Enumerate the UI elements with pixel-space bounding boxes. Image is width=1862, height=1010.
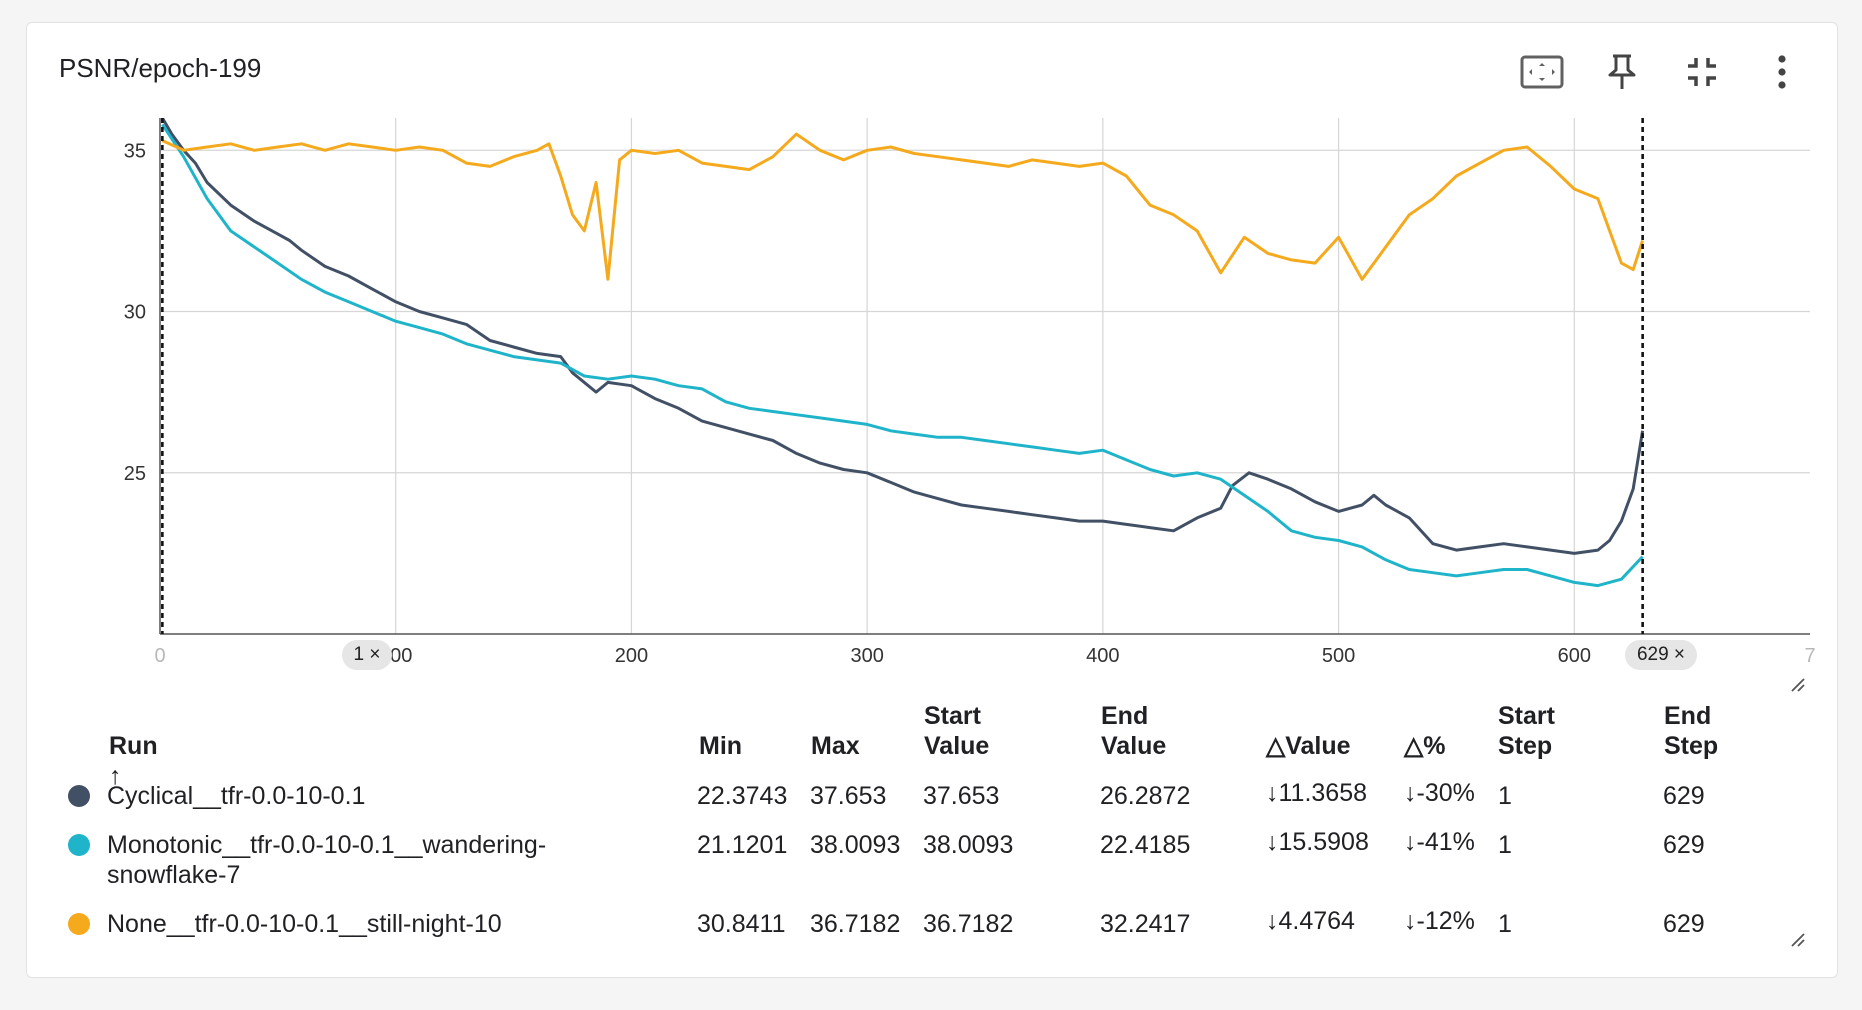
cell-max: 37.653 — [810, 782, 887, 810]
run-name: None__tfr-0.0-10-0.1__still-night-10 — [107, 910, 502, 938]
range-end-chip[interactable]: 629 × — [1625, 640, 1697, 670]
cell-delta-value: ↓15.5908 — [1266, 828, 1369, 856]
cell-end-value: 32.2417 — [1100, 910, 1191, 938]
cell-start-value: 36.7182 — [923, 910, 1014, 938]
header-max[interactable]: Max — [811, 732, 860, 760]
cell-start-step: 1 — [1498, 782, 1512, 810]
cell-delta-pct: ↓-12% — [1404, 907, 1475, 935]
header-min[interactable]: Min — [699, 732, 743, 760]
cell-delta-value: ↓4.4764 — [1266, 907, 1355, 935]
fit-to-data-button[interactable] — [1519, 49, 1565, 95]
series-line — [161, 118, 1645, 555]
more-vert-icon — [1778, 55, 1786, 89]
scalar-card: PSNR/epoch-199 — [26, 22, 1838, 978]
x-tick-label: 7 — [1804, 645, 1815, 667]
cell-start-step: 1 — [1498, 910, 1512, 938]
header-run[interactable]: Run ↑ — [109, 732, 158, 790]
cell-min: 30.8411 — [697, 910, 786, 938]
x-tick-label: 500 — [1322, 645, 1355, 667]
collapse-icon — [1688, 58, 1716, 86]
card-title: PSNR/epoch-199 — [59, 53, 262, 83]
run-color-dot[interactable] — [68, 913, 90, 935]
range-start-chip[interactable]: 1 × — [342, 640, 392, 670]
fit-to-data-icon — [1520, 55, 1564, 89]
cell-min: 21.1201 — [697, 831, 788, 859]
header-end-value-1[interactable]: End — [1101, 702, 1149, 730]
series-line — [161, 123, 1644, 588]
y-tick-label: 25 — [124, 463, 146, 485]
header-start-step-2[interactable]: Step — [1498, 732, 1553, 760]
cell-delta-pct: ↓-41% — [1404, 828, 1475, 856]
x-tick-label: 300 — [850, 645, 883, 667]
run-name: Cyclical__tfr-0.0-10-0.1 — [107, 782, 366, 810]
more-options-button[interactable] — [1759, 49, 1805, 95]
series-line — [161, 132, 1645, 281]
header-end-step-2[interactable]: Step — [1664, 732, 1719, 760]
pin-button[interactable] — [1599, 49, 1645, 95]
header-start-step-1[interactable]: Start — [1498, 702, 1555, 730]
cell-max: 36.7182 — [810, 910, 901, 938]
cell-max: 38.0093 — [810, 831, 901, 859]
header-end-step-1[interactable]: End — [1664, 702, 1712, 730]
run-name: Monotonic__tfr-0.0-10-0.1__wandering- — [107, 831, 547, 859]
cell-start-value: 37.653 — [923, 782, 1000, 810]
cell-end-value: 22.4185 — [1100, 831, 1191, 859]
run-color-dot[interactable] — [68, 785, 90, 807]
header-end-value-2[interactable]: Value — [1101, 732, 1167, 760]
x-tick-label: 0 — [154, 645, 165, 667]
card-toolbar — [1519, 49, 1805, 95]
cell-start-value: 38.0093 — [923, 831, 1014, 859]
x-tick-label: 400 — [1086, 645, 1119, 667]
cell-end-step: 629 — [1663, 782, 1705, 810]
y-tick-label: 30 — [124, 302, 146, 324]
cell-end-step: 629 — [1663, 910, 1705, 938]
cell-end-step: 629 — [1663, 831, 1705, 859]
collapse-button[interactable] — [1679, 49, 1725, 95]
cell-start-step: 1 — [1498, 831, 1512, 859]
chart-resize-handle-icon[interactable] — [1790, 677, 1806, 693]
cell-delta-value: ↓11.3658 — [1266, 779, 1368, 807]
cell-delta-pct: ↓-30% — [1404, 779, 1475, 807]
x-tick-label: 200 — [615, 645, 648, 667]
run-color-dot[interactable] — [68, 834, 90, 856]
header-delta-pct[interactable]: △% — [1404, 732, 1446, 760]
table-resize-handle-icon[interactable] — [1790, 932, 1806, 948]
header-start-value-1[interactable]: Start — [924, 702, 981, 730]
cell-end-value: 26.2872 — [1100, 782, 1191, 810]
header-delta-value[interactable]: △Value — [1266, 732, 1351, 760]
run-name-continued: snowflake-7 — [107, 861, 241, 889]
cell-min: 22.3743 — [697, 782, 788, 810]
x-tick-label: 600 — [1558, 645, 1591, 667]
y-tick-label: 35 — [124, 140, 146, 162]
pin-icon — [1608, 54, 1636, 89]
header-start-value-2[interactable]: Value — [924, 732, 990, 760]
